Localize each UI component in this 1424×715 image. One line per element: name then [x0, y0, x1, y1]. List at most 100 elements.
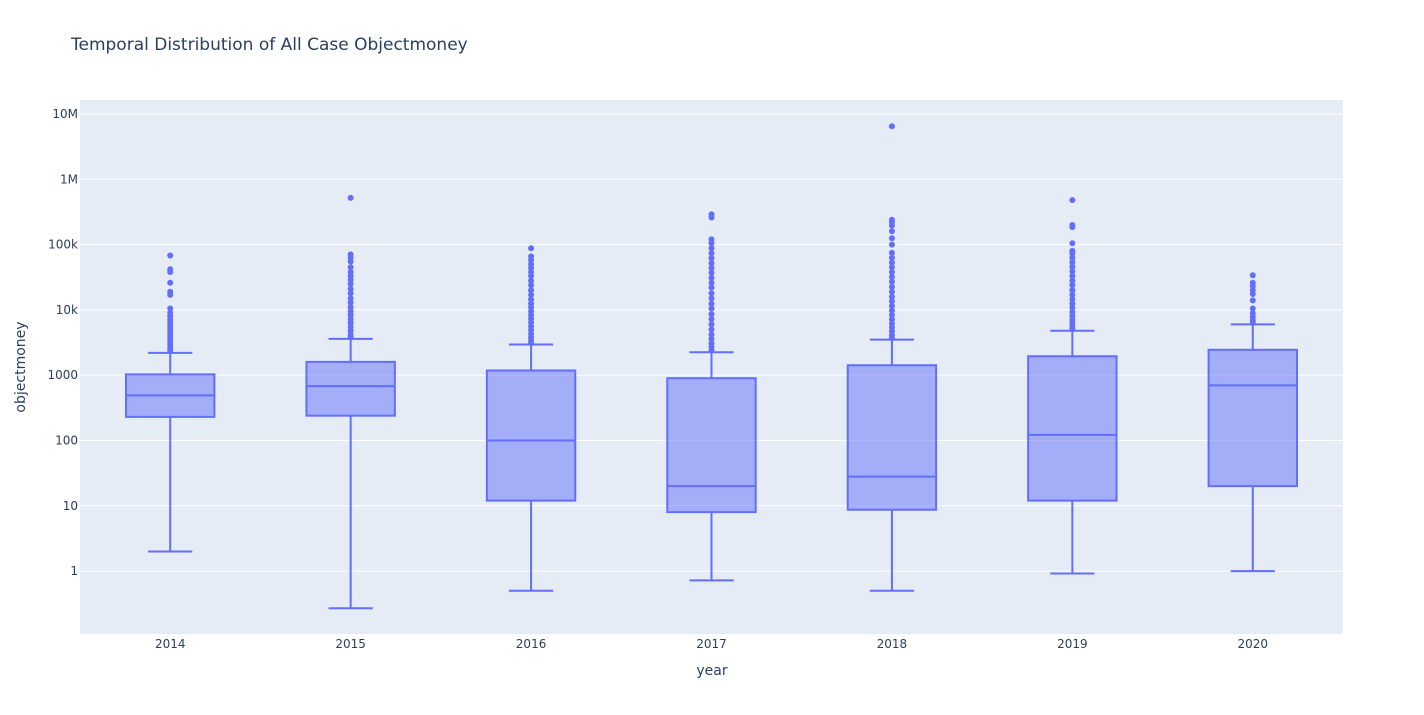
box-2016[interactable] [485, 245, 577, 592]
y-tick-label: 10k [56, 303, 78, 317]
box-iqr [1027, 355, 1118, 502]
outlier-point [528, 282, 535, 289]
outlier-point [888, 278, 895, 285]
outlier-point [888, 307, 895, 314]
outlier-point [1069, 268, 1076, 275]
outlier-point [1069, 300, 1076, 307]
outlier-point [347, 264, 354, 271]
box-iqr [846, 364, 938, 511]
chart-title: Temporal Distribution of All Case Object… [70, 35, 468, 55]
outlier-point [708, 236, 715, 243]
outlier-point [1069, 240, 1076, 247]
outlier-point [708, 211, 715, 218]
outlier-point [1069, 247, 1076, 254]
outlier-point [1249, 305, 1256, 312]
box-iqr [305, 360, 396, 417]
box-iqr [485, 369, 577, 502]
outlier-point [1069, 197, 1076, 204]
outlier-point [708, 260, 715, 267]
y-tick-label: 10M [52, 107, 78, 121]
y-axis-ticks: 1 10 100 1000 10k 100k 1M 10M [47, 107, 78, 578]
outlier-point [1069, 304, 1076, 311]
outlier-point [167, 266, 174, 273]
outlier-point [347, 304, 354, 311]
x-tick-label: 2017 [696, 637, 727, 651]
outlier-point [888, 311, 895, 318]
y-tick-label: 1 [70, 564, 78, 578]
outlier-point [708, 305, 715, 312]
box-2017[interactable] [666, 211, 757, 582]
outlier-point [888, 298, 895, 305]
outlier-point [167, 288, 174, 295]
box-2018[interactable] [846, 123, 938, 592]
x-tick-label: 2020 [1238, 637, 1269, 651]
outlier-point [347, 295, 354, 302]
y-tick-label: 1M [60, 172, 78, 186]
outlier-point [347, 194, 354, 201]
outlier-point [708, 331, 715, 338]
outlier-point [347, 290, 354, 297]
outlier-point [888, 123, 895, 130]
outlier-point [528, 277, 535, 284]
outlier-point [1249, 310, 1256, 317]
outlier-point [528, 296, 535, 303]
outlier-point [708, 269, 715, 276]
outlier-point [708, 290, 715, 297]
outlier-point [167, 309, 174, 316]
outlier-point [888, 259, 895, 266]
outlier-point [708, 335, 715, 342]
outlier-point [888, 302, 895, 309]
outlier-point [1069, 308, 1076, 315]
outlier-point [347, 285, 354, 292]
outlier-point [1069, 277, 1076, 284]
box-series[interactable] [125, 123, 1298, 610]
outlier-point [708, 321, 715, 328]
outlier-point [1069, 221, 1076, 228]
outlier-point [347, 251, 354, 258]
box-iqr [666, 377, 757, 514]
outlier-point [888, 320, 895, 327]
box-iqr [1207, 348, 1298, 488]
box-2020[interactable] [1207, 272, 1298, 573]
x-tick-label: 2019 [1057, 637, 1088, 651]
outlier-point [888, 228, 895, 235]
outlier-point [708, 274, 715, 281]
y-tick-label: 100k [48, 238, 78, 252]
outlier-point [708, 340, 715, 347]
outlier-point [888, 235, 895, 242]
outlier-point [1069, 273, 1076, 280]
outlier-point [708, 300, 715, 307]
outlier-point [347, 280, 354, 287]
outlier-point [888, 216, 895, 223]
outlier-point [888, 269, 895, 276]
outlier-point [1069, 254, 1076, 261]
outlier-point [1249, 279, 1256, 286]
outlier-point [167, 279, 174, 286]
outlier-point [888, 249, 895, 256]
box-2019[interactable] [1027, 197, 1118, 575]
outlier-point [708, 279, 715, 286]
outlier-point [528, 269, 535, 276]
y-axis-title: objectmoney [13, 321, 29, 412]
outlier-point [708, 311, 715, 318]
box-2014[interactable] [125, 252, 216, 553]
box-2015[interactable] [305, 194, 396, 610]
outlier-point [528, 253, 535, 260]
outlier-point [528, 308, 535, 315]
outlier-point [888, 288, 895, 295]
outlier-point [167, 305, 174, 312]
x-tick-label: 2016 [516, 637, 547, 651]
outlier-point [528, 245, 535, 252]
outlier-point [888, 293, 895, 300]
outlier-point [708, 295, 715, 302]
outlier-point [1249, 297, 1256, 304]
outlier-point [528, 261, 535, 268]
outlier-point [1249, 272, 1256, 279]
outlier-point [1069, 259, 1076, 266]
y-tick-label: 100 [55, 434, 78, 448]
outlier-point [1069, 282, 1076, 289]
x-tick-label: 2018 [877, 637, 908, 651]
outlier-point [1069, 287, 1076, 294]
x-axis-ticks: 2014 2015 2016 2017 2018 2019 2020 [155, 637, 1268, 651]
